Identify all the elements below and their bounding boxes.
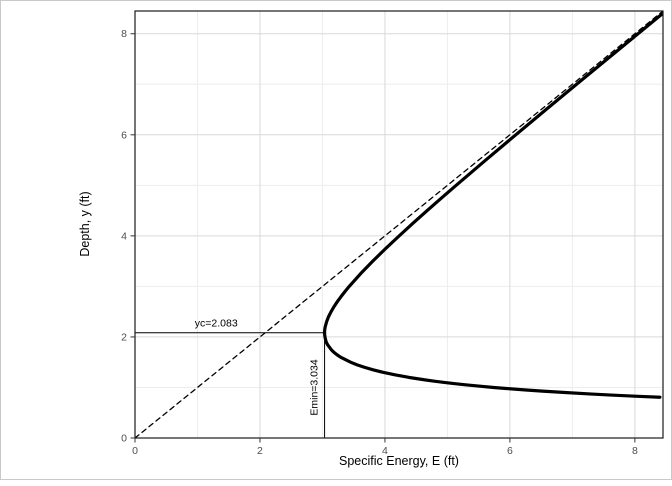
annotations: yc=2.083 Emin=3.034 [135,318,326,438]
emin-label: Emin=3.034 [308,359,320,415]
y-tick-label: 2 [121,331,127,343]
x-tick-label: 6 [507,445,513,457]
specific-energy-curve [322,11,663,399]
y-axis-title: Depth, y (ft) [78,191,92,256]
x-tick-label: 2 [257,445,263,457]
asymptote-E-equals-y [135,11,663,438]
panel-border [134,10,664,439]
x-axis-title: Specific Energy, E (ft) [339,454,459,468]
data-series [135,11,663,438]
x-tick-label: 8 [632,445,638,457]
y-tick-label: 6 [121,129,127,141]
y-tick-label: 8 [121,28,127,40]
yc-label: yc=2.083 [195,318,238,330]
x-tick-label: 0 [132,445,138,457]
x-tick-label: 4 [382,445,388,457]
axes: 0 2 4 6 8 0 2 4 6 8 [121,10,664,457]
y-tick-label: 4 [121,230,127,242]
y-tick-label: 0 [121,433,127,445]
